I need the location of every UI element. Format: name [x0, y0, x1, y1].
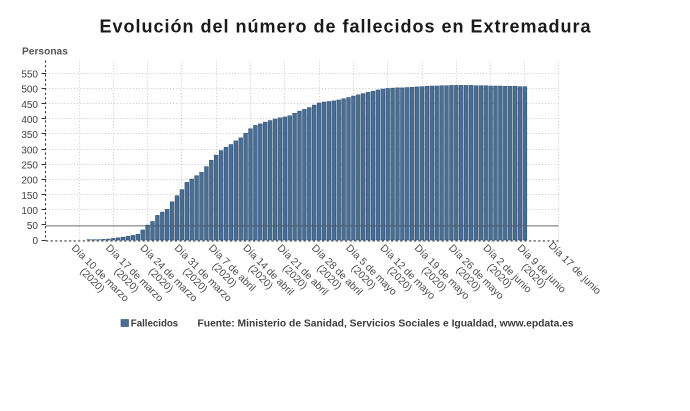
svg-text:250: 250 — [21, 160, 38, 171]
svg-text:150: 150 — [21, 191, 38, 202]
svg-text:300: 300 — [21, 145, 38, 156]
svg-text:400: 400 — [21, 115, 38, 126]
svg-text:Fuente: Ministerio de Sanidad,: Fuente: Ministerio de Sanidad, Servicios… — [198, 319, 574, 330]
svg-text:0: 0 — [32, 236, 38, 247]
svg-text:550: 550 — [21, 70, 38, 81]
svg-text:50: 50 — [27, 221, 39, 232]
svg-text:100: 100 — [21, 206, 38, 217]
svg-text:Fallecidos: Fallecidos — [131, 319, 178, 330]
svg-text:350: 350 — [21, 130, 38, 141]
svg-text:200: 200 — [21, 176, 38, 187]
svg-text:450: 450 — [21, 100, 38, 111]
svg-text:Personas: Personas — [22, 47, 68, 58]
svg-text:500: 500 — [21, 85, 38, 96]
svg-text:Evolución del número de fallec: Evolución del número de fallecidos en Ex… — [99, 17, 591, 37]
